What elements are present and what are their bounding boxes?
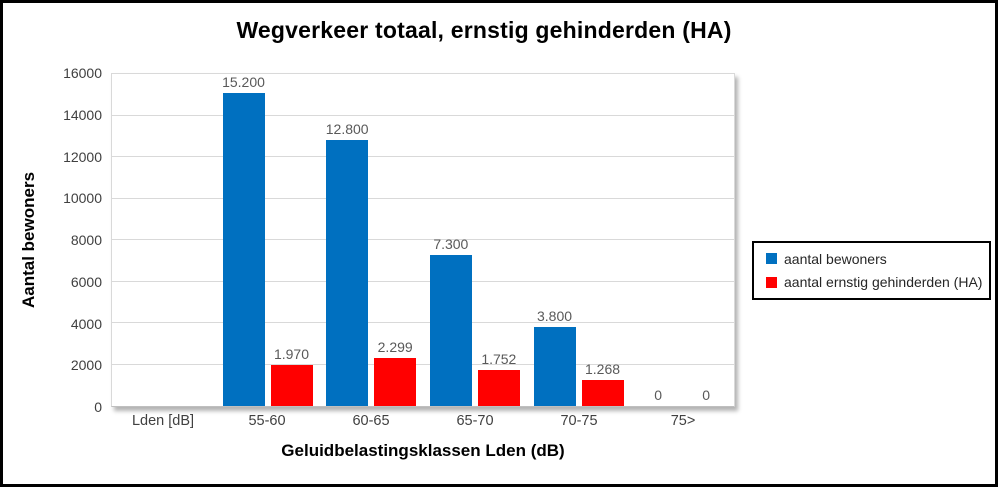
bar-aantal-bewoners — [222, 93, 265, 406]
data-label: 15.200 — [222, 74, 265, 90]
data-label: 0 — [654, 387, 663, 403]
data-label: 12.800 — [325, 121, 369, 138]
data-label: 0 — [702, 387, 711, 403]
legend-item: aantal bewoners — [766, 251, 989, 267]
bar-group: 12.800 — [325, 74, 369, 406]
x-tick-label: 55-60 — [248, 413, 286, 429]
data-label: 3.800 — [536, 308, 573, 325]
x-tick-label: Lden [dB] — [131, 413, 195, 429]
gridline — [112, 322, 734, 323]
bar-group: 2.299 — [374, 74, 417, 406]
gridline — [112, 197, 734, 199]
gridline — [112, 156, 734, 157]
bar-group: 1.268 — [581, 74, 624, 406]
y-tick-label: 6000 — [70, 273, 102, 290]
bar-aantal-ernstig-gehinderden-ha- — [581, 379, 624, 406]
y-tick-label: 10000 — [63, 190, 102, 207]
bar-group: 1.752 — [477, 74, 520, 406]
x-tick-label: 60-65 — [352, 413, 390, 429]
x-tick-label: 75> — [670, 413, 696, 429]
y-tick-label: 2000 — [70, 357, 102, 374]
bar-group: 1.970 — [270, 74, 313, 406]
y-tick-label: 12000 — [63, 148, 102, 165]
gridline — [112, 239, 734, 240]
legend-item: aantal ernstig gehinderden (HA) — [766, 274, 989, 290]
category-slot: 12.800 2.299 — [319, 74, 423, 406]
data-label: 2.299 — [377, 339, 413, 356]
y-tick-label: 8000 — [70, 232, 102, 248]
legend-swatch-icon — [766, 276, 777, 288]
x-axis-tick-labels: Lden [dB] 55-60 60-65 65-70 70-75 75> — [111, 413, 735, 429]
bar-aantal-ernstig-gehinderden-ha- — [270, 365, 313, 406]
legend-label: aantal ernstig gehinderden (HA) — [784, 274, 983, 291]
bar-group: 7.300 — [429, 74, 472, 406]
bar-aantal-ernstig-gehinderden-ha- — [374, 358, 417, 406]
bar-aantal-bewoners — [429, 254, 472, 406]
chart-title: Wegverkeer totaal, ernstig gehinderden (… — [236, 17, 732, 43]
gridline — [112, 363, 734, 365]
category-slot: 15.200 1.970 — [216, 74, 320, 406]
data-label: 1.268 — [584, 360, 621, 377]
legend: aantal bewoners aantal ernstig gehinderde… — [752, 241, 991, 300]
bar-group: 3.800 — [533, 74, 576, 406]
bar-group: 0 — [637, 74, 679, 406]
y-tick-label: 4000 — [70, 315, 102, 332]
bar-group: 15.200 — [222, 74, 265, 406]
bar-aantal-bewoners — [326, 140, 369, 406]
data-label: 1.970 — [273, 346, 310, 363]
legend-label: aantal bewoners — [784, 250, 887, 267]
category-slot — [112, 74, 216, 406]
bar-group: 0 — [685, 74, 727, 406]
y-tick-label: 0 — [94, 399, 102, 415]
data-label: 7.300 — [433, 235, 469, 252]
y-tick-label: 14000 — [63, 106, 102, 123]
category-slot: 3.800 1.268 — [527, 74, 631, 406]
data-label: 1.752 — [481, 350, 517, 367]
x-tick-label: 65-70 — [456, 413, 494, 429]
plot-area: 15.200 1.970 12.800 2.299 7.300 1.752 3.800 1.2… — [111, 73, 735, 407]
gridline — [112, 114, 734, 116]
category-slot: 7.300 1.752 — [423, 74, 527, 406]
bar-series-container: 15.200 1.970 12.800 2.299 7.300 1.752 3.800 1.2… — [112, 74, 734, 406]
legend-swatch-icon — [766, 253, 777, 265]
y-tick-label: 16000 — [63, 65, 102, 81]
x-axis-title: Geluidbelastingsklassen Lden (dB) — [281, 441, 565, 460]
bar-aantal-ernstig-gehinderden-ha- — [477, 369, 520, 406]
bar-aantal-bewoners — [533, 327, 576, 406]
gridline — [112, 280, 734, 282]
x-tick-label: 70-75 — [560, 413, 598, 429]
